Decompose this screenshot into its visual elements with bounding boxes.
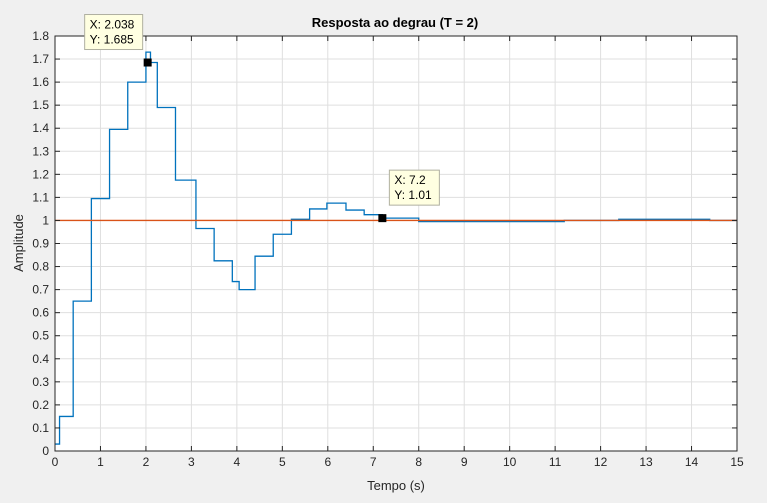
x-tick-label: 11 — [549, 455, 562, 469]
y-tick-label: 1 — [42, 213, 49, 227]
datatip-marker[interactable] — [143, 58, 152, 67]
y-tick-label: 1.3 — [32, 144, 49, 158]
datatip-y-text: Y: 1.685 — [90, 33, 134, 47]
step-response-line[interactable] — [55, 51, 737, 445]
x-tick-label: 8 — [415, 455, 422, 469]
x-tick-label: 0 — [52, 455, 59, 469]
x-tick-label: 6 — [324, 455, 331, 469]
x-axis-label: Tempo (s) — [367, 478, 425, 493]
y-tick-label: 1.2 — [32, 167, 49, 181]
x-tick-label: 12 — [594, 455, 608, 469]
y-tick-label: 1.7 — [32, 52, 49, 66]
x-tick-label: 10 — [503, 455, 517, 469]
series-layer — [55, 51, 737, 445]
datatip-y-text: Y: 1.01 — [394, 188, 432, 202]
x-tick-label: 5 — [279, 455, 286, 469]
y-tick-label: 0.4 — [32, 352, 49, 366]
y-tick-label: 0.6 — [32, 306, 49, 320]
datatip-x-text: X: 2.038 — [90, 18, 135, 32]
ticks: 0 1 2 3 4 5 6 7 8 9 10 11 12 13 14 1500.10.20.30.40.50.… — [32, 29, 744, 469]
y-tick-label: 0 — [42, 444, 49, 458]
y-tick-label: 0.3 — [32, 375, 49, 389]
datatip-x-text: X: 7.2 — [394, 173, 426, 187]
chart-title: Resposta ao degrau (T = 2) — [312, 15, 479, 30]
y-tick-label: 0.7 — [32, 283, 49, 297]
x-tick-label: 4 — [234, 455, 241, 469]
y-tick-label: 1.6 — [32, 75, 49, 89]
x-tick-label: 7 — [370, 455, 377, 469]
x-tick-label: 14 — [685, 455, 699, 469]
x-tick-label: 9 — [461, 455, 468, 469]
y-tick-label: 0.5 — [32, 329, 49, 343]
y-tick-label: 1.4 — [32, 121, 49, 135]
datatip-box — [388, 169, 440, 206]
x-tick-label: 1 — [97, 455, 104, 469]
y-tick-label: 1.8 — [32, 29, 49, 43]
y-tick-label: 1.5 — [32, 98, 49, 112]
datatip-box — [84, 14, 144, 51]
x-tick-label: 13 — [639, 455, 653, 469]
y-tick-label: 0.8 — [32, 260, 49, 274]
datatip-marker[interactable] — [378, 214, 387, 223]
x-tick-label: 3 — [188, 455, 195, 469]
y-tick-label: 0.9 — [32, 237, 49, 251]
y-tick-label: 0.2 — [32, 398, 49, 412]
x-tick-label: 2 — [143, 455, 150, 469]
x-tick-label: 15 — [730, 455, 744, 469]
y-axis-label: Amplitude — [11, 214, 26, 272]
y-tick-label: 1.1 — [32, 190, 49, 204]
y-tick-label: 0.1 — [32, 421, 49, 435]
